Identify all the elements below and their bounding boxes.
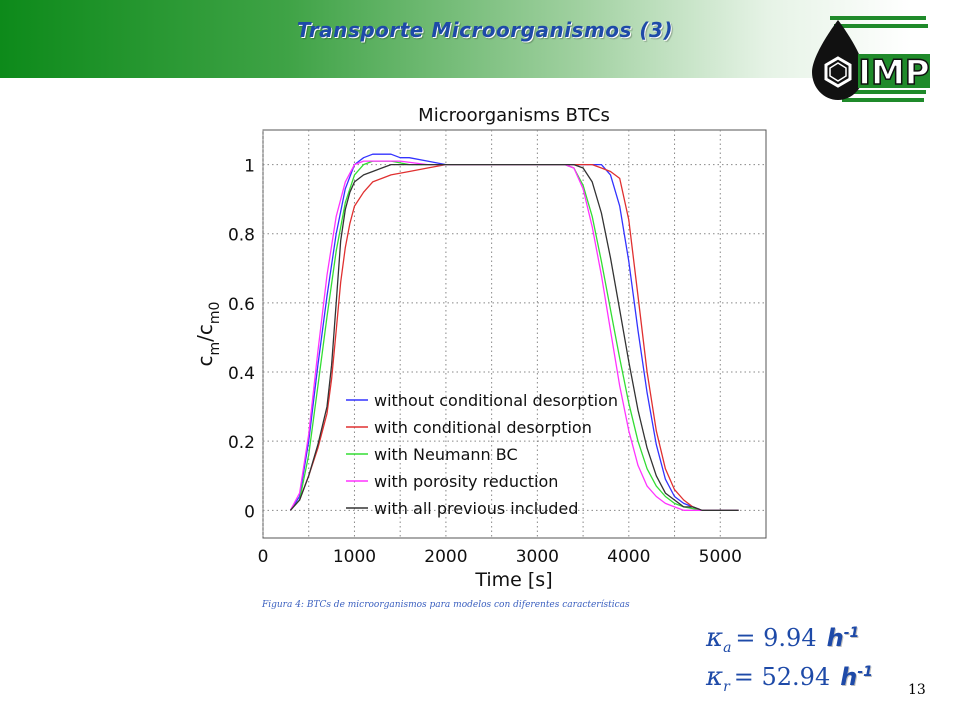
y-axis-label: cm/cm0	[193, 302, 223, 367]
x-tick-label: 0	[258, 547, 269, 567]
slide-title: Transporte Microorganismos (3)	[296, 18, 674, 42]
equation-unit: h-1	[826, 624, 860, 652]
legend-label: with all previous included	[374, 499, 578, 518]
oil-drop-icon	[812, 20, 864, 100]
kappa-symbol: κ	[706, 662, 724, 692]
equation-value: = 9.94	[735, 624, 817, 652]
series-line-4	[289, 163, 739, 511]
equation-kappa-r: κr = 52.94 h-1	[706, 662, 873, 695]
x-tick-label: 3000	[516, 547, 559, 567]
hexagon-icon	[824, 56, 852, 88]
equation-unit: h-1	[840, 663, 873, 691]
legend-label: with Neumann BC	[374, 445, 518, 464]
kappa-subscript: r	[723, 679, 730, 695]
y-tick-label: 1	[244, 157, 255, 177]
equation-value: = 52.94	[733, 663, 831, 691]
y-tick-label: 0	[244, 502, 255, 522]
page-number: 13	[908, 682, 926, 698]
y-tick-label: 0.4	[228, 364, 255, 384]
imp-logo: IMP	[812, 16, 930, 102]
x-tick-label: 4000	[607, 547, 650, 567]
y-tick-label: 0.2	[228, 433, 255, 453]
x-tick-label: 2000	[424, 547, 467, 567]
chart-legend: without conditional desorption with condi…	[346, 391, 618, 518]
kappa-subscript: a	[723, 640, 732, 656]
x-axis-label: Time [s]	[474, 569, 552, 591]
kappa-symbol: κ	[706, 623, 724, 653]
figure-caption: Figura 4: BTCs de microorganismos para m…	[262, 600, 630, 610]
equation-kappa-a: κa = 9.94 h-1	[706, 623, 859, 656]
legend-label: with porosity reduction	[374, 472, 558, 491]
btc-chart: 0 1000 2000 3000 4000 5000 0 0.2 0.4 0.6 0.8 1 Micr…	[193, 105, 767, 591]
logo-text: IMP	[858, 53, 929, 93]
x-tick-label: 1000	[333, 547, 376, 567]
x-tick-label: 5000	[699, 547, 742, 567]
legend-label: with conditional desorption	[374, 418, 592, 437]
y-tick-label: 0.6	[228, 295, 255, 315]
legend-label: without conditional desorption	[374, 391, 618, 410]
chart-title: Microorganisms BTCs	[418, 105, 610, 126]
y-tick-label: 0.8	[228, 226, 255, 246]
header-band	[0, 0, 960, 78]
logo-stripes	[830, 16, 928, 102]
